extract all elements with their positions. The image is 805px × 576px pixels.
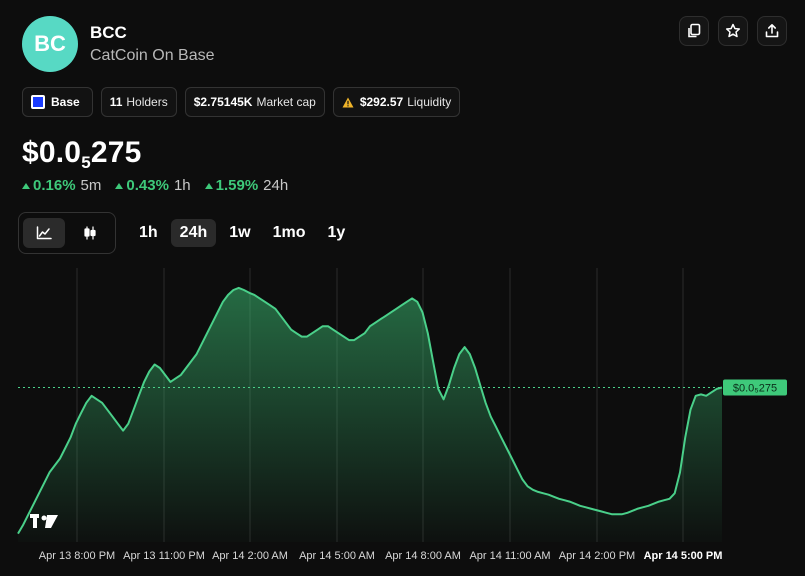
up-arrow-icon: [204, 182, 213, 189]
warning-icon: [342, 97, 354, 107]
header-actions: [679, 16, 787, 46]
current-price-tag: $0.0₅275: [723, 379, 787, 396]
share-icon: [765, 24, 779, 38]
change-pct: 0.43%: [126, 177, 169, 194]
market-cap-value: $2.75145K: [193, 95, 253, 109]
liquidity-value: $292.57: [359, 95, 404, 109]
market-cap-label: Market cap: [256, 95, 316, 109]
star-icon: [725, 23, 741, 38]
token-titles: BCC CatCoin On Base: [90, 23, 215, 65]
change-5m: 0.16% 5m: [22, 177, 101, 194]
change-period: 1h: [173, 177, 191, 194]
x-tick-label: Apr 13 11:00 PM: [123, 550, 205, 562]
price-area-fill: [18, 287, 722, 542]
change-pct: 1.59%: [215, 177, 259, 194]
change-24h: 1.59% 24h: [204, 177, 289, 194]
x-tick-label: Apr 14 5:00 AM: [299, 550, 375, 562]
range-24h[interactable]: 24h: [170, 219, 217, 247]
copy-icon: [688, 23, 701, 38]
x-tick-label: Apr 14 2:00 AM: [212, 550, 288, 562]
current-price-tag-label: $0.0₅275: [733, 382, 777, 394]
up-arrow-icon: [22, 182, 30, 189]
holders-label: Holders: [126, 95, 168, 109]
x-tick-label: Apr 14 5:00 PM: [644, 550, 723, 562]
token-name: CatCoin On Base: [90, 47, 215, 64]
x-tick-label: Apr 14 11:00 AM: [469, 550, 550, 562]
range-1w[interactable]: 1w: [229, 224, 251, 241]
range-1y[interactable]: 1y: [327, 224, 346, 241]
token-badges: Base 11 Holders $2.75145K Market cap $29…: [22, 87, 461, 117]
price-tail: 275: [90, 136, 142, 169]
candlestick-icon: [84, 226, 96, 240]
chain-badge[interactable]: Base: [22, 87, 93, 117]
chain-name: Base: [51, 95, 80, 109]
holders-value: 11: [109, 95, 123, 109]
tradingview-logo: [30, 514, 58, 528]
x-tick-label: Apr 13 8:00 PM: [39, 550, 115, 562]
change-period: 5m: [80, 177, 102, 194]
x-tick-label: Apr 14 8:00 AM: [385, 550, 461, 562]
favorite-button[interactable]: [718, 16, 748, 46]
price-changes: 0.16% 5m 0.43% 1h 1.59% 24h: [22, 177, 288, 194]
share-button[interactable]: [757, 16, 787, 46]
chart-type-toggle: [18, 212, 116, 254]
price-chart-svg[interactable]: $0.0₅275 Apr 13 8:00 PM Apr 13 11:00 PM Ap…: [0, 262, 805, 576]
copy-button[interactable]: [679, 16, 709, 46]
change-1h: 0.43% 1h: [115, 177, 191, 194]
token-header: BC BCC CatCoin On Base: [22, 16, 215, 72]
holders-badge[interactable]: 11 Holders: [100, 87, 177, 117]
liquidity-badge[interactable]: $292.57 Liquidity: [332, 87, 461, 117]
x-tick-label: Apr 14 2:00 PM: [559, 550, 635, 562]
price-line: [17, 286, 723, 535]
time-range-selector: 1h 24h 1w 1mo 1y: [130, 219, 354, 247]
up-arrow-icon: [115, 182, 124, 189]
line-chart-icon: [36, 226, 52, 240]
range-1mo[interactable]: 1mo: [272, 224, 306, 241]
token-symbol: BCC: [90, 23, 127, 42]
current-price: $0.05275: [22, 136, 142, 172]
change-period: 24h: [263, 177, 289, 194]
price-main: $0.0: [22, 136, 82, 169]
line-chart-button[interactable]: [23, 218, 65, 248]
change-pct: 0.16%: [33, 177, 76, 194]
token-avatar: BC: [22, 16, 78, 72]
base-chain-icon: [31, 95, 45, 109]
range-1h[interactable]: 1h: [139, 224, 158, 241]
price-chart[interactable]: $0.0₅275 Apr 13 8:00 PM Apr 13 11:00 PM Ap…: [0, 262, 805, 576]
candlestick-chart-button[interactable]: [69, 218, 111, 248]
price-subscript: 5: [81, 153, 91, 172]
liquidity-label: Liquidity: [407, 95, 452, 109]
market-cap-badge[interactable]: $2.75145K Market cap: [184, 87, 325, 117]
